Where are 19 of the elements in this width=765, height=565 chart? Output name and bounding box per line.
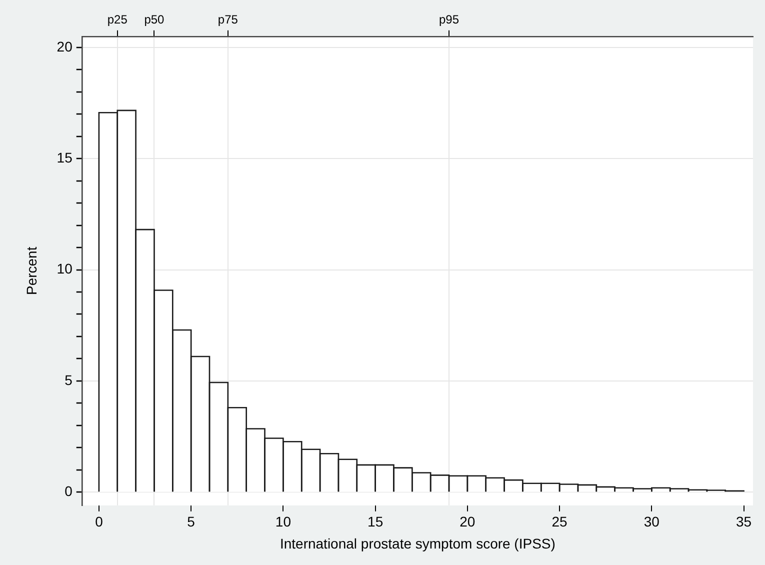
x-tick-label: 30 [644, 514, 660, 530]
x-axis-title: International prostate symptom score (IPSS) [280, 535, 556, 552]
y-axis-title: Percent [23, 246, 40, 296]
ref-line-label: p95 [438, 12, 460, 27]
x-tick-label: 15 [368, 514, 384, 530]
ref-line-label: p50 [144, 12, 165, 27]
y-tick-label: 0 [64, 482, 73, 499]
x-tick-label: 25 [552, 514, 568, 530]
ref-line-label: p75 [218, 12, 238, 27]
y-tick-label: 20 [56, 38, 73, 54]
y-tick-label: 5 [64, 372, 73, 388]
x-tick-label: 20 [460, 514, 476, 530]
x-tick-label: 35 [736, 514, 752, 530]
ref-line-label: p25 [107, 12, 128, 27]
y-tick-label: 10 [56, 260, 73, 277]
x-tick-label: 0 [95, 514, 104, 530]
x-tick-label: 10 [275, 514, 292, 530]
y-tick-label: 15 [56, 150, 73, 166]
x-tick-label: 5 [187, 514, 196, 530]
